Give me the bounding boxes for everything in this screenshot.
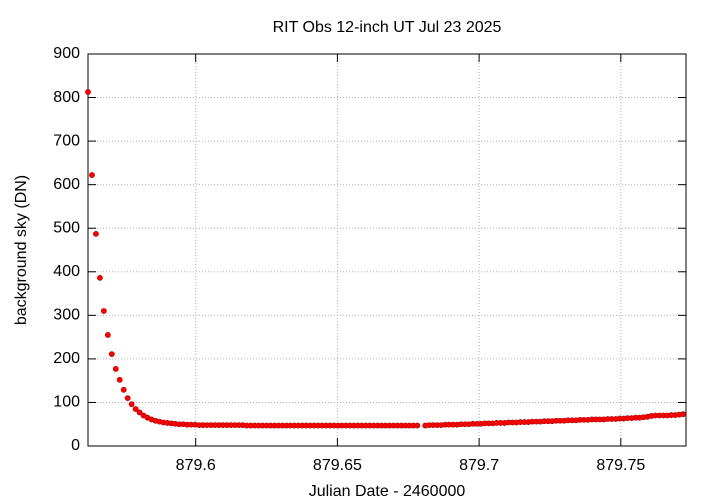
y-tick-label: 600 xyxy=(53,176,80,193)
point xyxy=(120,386,127,393)
y-tick-label: 900 xyxy=(53,45,80,62)
x-axis-label: Julian Date - 2460000 xyxy=(309,483,466,500)
point xyxy=(124,395,131,401)
point xyxy=(93,230,99,237)
y-tick-label: 0 xyxy=(71,437,80,454)
point xyxy=(85,88,91,95)
point xyxy=(116,376,123,383)
point xyxy=(680,411,687,418)
point xyxy=(100,308,107,314)
y-tick-label: 800 xyxy=(53,89,80,106)
y-tick-label: 400 xyxy=(53,263,80,280)
point xyxy=(414,422,421,429)
point xyxy=(108,351,115,357)
y-tick-label: 500 xyxy=(53,219,80,236)
x-tick-label: 879.7 xyxy=(459,457,499,474)
y-axis-label: background sky (DN) xyxy=(13,175,30,325)
chart-title: RIT Obs 12-inch UT Jul 23 2025 xyxy=(273,19,502,36)
point xyxy=(132,406,139,412)
point xyxy=(128,401,135,408)
y-tick-label: 300 xyxy=(53,307,80,324)
point xyxy=(97,274,103,281)
x-tick-label: 879.75 xyxy=(596,457,645,474)
x-tick-label: 879.6 xyxy=(176,457,216,474)
y-tick-label: 200 xyxy=(53,350,80,367)
point xyxy=(104,332,111,338)
y-tick-label: 100 xyxy=(53,394,80,411)
y-tick-label: 700 xyxy=(53,132,80,149)
plot-frame xyxy=(87,53,687,447)
point xyxy=(89,172,95,178)
x-tick-label: 879.65 xyxy=(313,457,362,474)
point xyxy=(136,409,143,416)
point xyxy=(112,366,119,372)
